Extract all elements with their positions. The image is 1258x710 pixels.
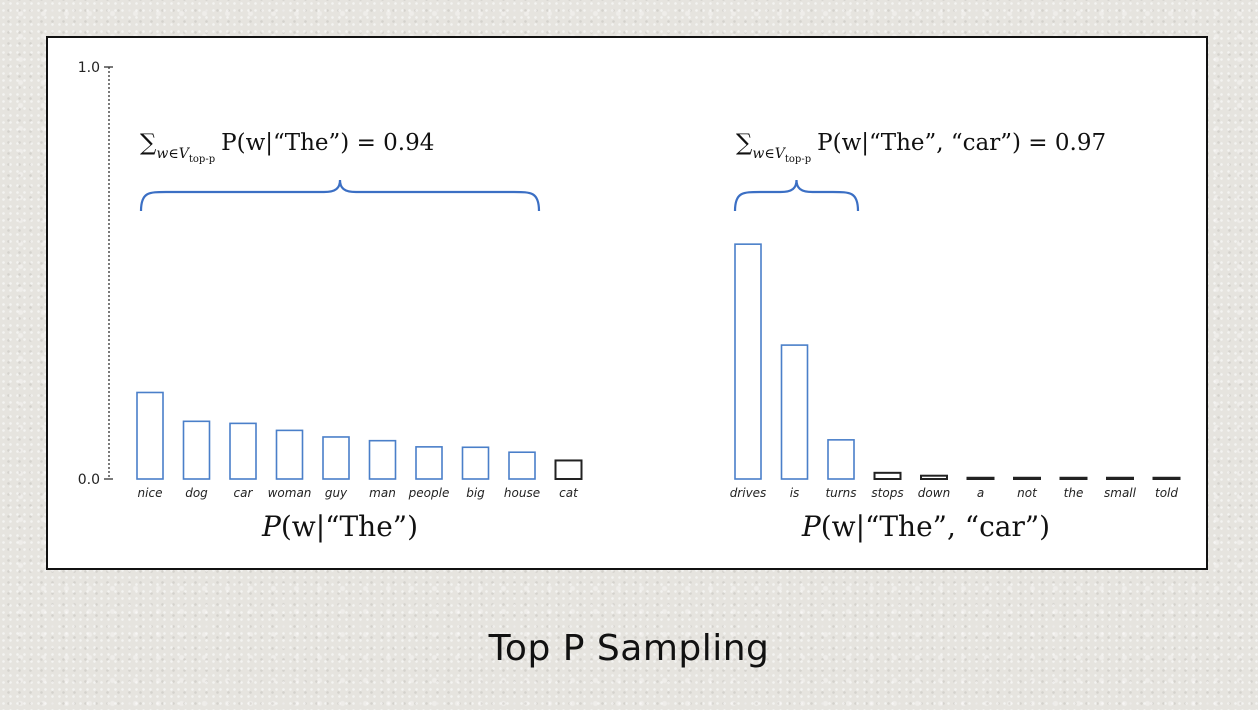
word-label-woman: woman [268,486,312,500]
bar-down [920,474,948,481]
bar-house [508,451,536,480]
word-label-a: a [977,486,984,500]
word-label-not: not [1017,486,1038,500]
bar-is [780,344,809,480]
bar-car [229,422,257,480]
bar-woman [275,429,304,480]
word-label-small: small [1104,486,1137,500]
word-label-man: man [369,486,396,500]
sum-formula: ∑w∈Vtop-pP(w|“The”, “car”) = 0.97 [736,130,1106,165]
bar-drives [734,243,762,480]
y-axis: 0.0 1.0 [78,60,113,488]
word-label-cat: cat [559,486,579,500]
word-label-dog: dog [185,486,208,500]
top-p-chart: 0.0 1.0 nice dog car woman guy man people big hou… [78,60,1181,543]
bar-big [461,446,490,480]
word-label-car: car [234,486,254,500]
y-tick-label: 1.0 [78,60,100,76]
x-axis-label: P(w|“The”) [261,510,418,543]
y-tick-label: 0.0 [78,472,100,488]
word-label-nice: nice [138,486,163,500]
bar-a [966,476,995,481]
bar-small [1106,476,1134,481]
bar-not [1013,476,1041,481]
panel-the: nice dog car woman guy man people big house cat ∑w… [136,130,583,543]
slide-caption: Top P Sampling [488,628,770,669]
word-label-is: is [790,486,800,500]
bar-people [415,446,443,480]
chart-panel: 0.0 1.0 nice dog car woman guy man people big hou… [46,36,1208,570]
word-label-turns: turns [825,486,856,500]
bar-stops [873,471,902,481]
bar-man [368,439,397,480]
bar-guy [322,436,350,480]
word-label-told: told [1155,486,1178,500]
word-label-the: the [1064,486,1084,500]
sum-formula: ∑w∈Vtop-pP(w|“The”) = 0.94 [140,130,434,165]
word-label-big: big [466,486,485,500]
bar-told [1152,476,1181,481]
bar-nice [136,391,164,480]
panel-the-car: drives is turns stops down a not the small told ∑w… [730,130,1181,543]
word-label-guy: guy [325,486,348,500]
bar-the [1059,476,1088,481]
bar-turns [827,439,855,480]
top-p-brace [733,179,860,212]
x-axis-label: P(w|“The”, “car”) [801,510,1050,543]
bar-cat [554,459,583,480]
word-label-drives: drives [730,486,767,500]
bar-dog [182,420,211,480]
word-label-stops: stops [871,486,903,500]
word-label-people: people [408,486,450,500]
top-p-brace [139,179,541,212]
word-label-house: house [504,486,540,500]
word-label-down: down [918,486,950,500]
